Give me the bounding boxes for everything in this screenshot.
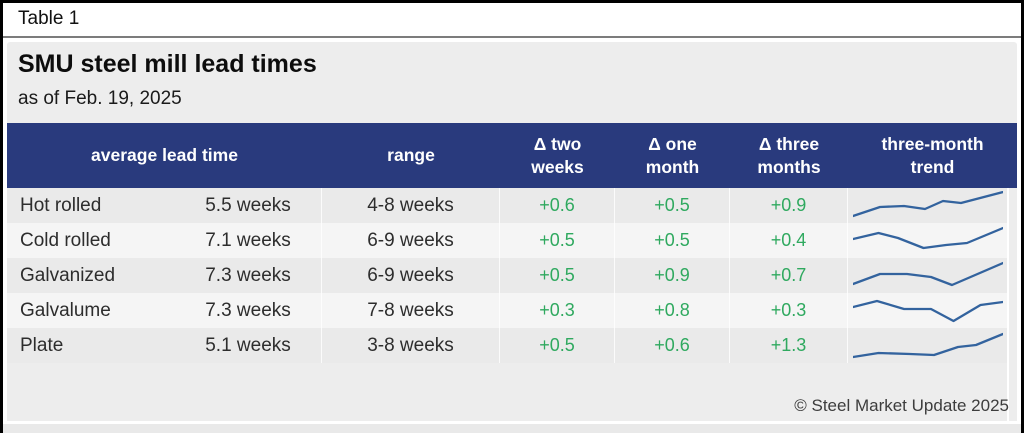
delta-one-month-value: +0.5 bbox=[615, 223, 730, 258]
trend-sparkline bbox=[848, 188, 1007, 223]
range-value: 4-8 weeks bbox=[322, 188, 500, 223]
col-header-average-lead-time: average lead time bbox=[91, 145, 238, 166]
delta-one-month-value: +0.8 bbox=[615, 293, 730, 328]
bottom-strip bbox=[3, 424, 1021, 433]
range-value: 6-9 weeks bbox=[322, 223, 500, 258]
range-value: 7-8 weeks bbox=[322, 293, 500, 328]
table-number-label: Table 1 bbox=[18, 8, 80, 29]
range-value: 3-8 weeks bbox=[322, 328, 500, 363]
delta-one-month-value: +0.6 bbox=[615, 328, 730, 363]
table-row-galvalume: Galvalume 7.3 weeks 7-8 weeks +0.3 +0.8 … bbox=[7, 293, 1007, 328]
trend-sparkline bbox=[848, 293, 1007, 328]
delta-three-months-value: +0.3 bbox=[730, 293, 848, 328]
product-name: Cold rolled bbox=[20, 229, 111, 251]
avg-lead-time-value: 5.1 weeks bbox=[175, 328, 322, 363]
card-title: SMU steel mill lead times bbox=[18, 50, 317, 78]
avg-lead-time-value: 5.5 weeks bbox=[175, 188, 322, 223]
table-row-hot-rolled: Hot rolled 5.5 weeks 4-8 weeks +0.6 +0.5… bbox=[7, 188, 1007, 223]
table-right-edge-line bbox=[1007, 188, 1009, 421]
card-subtitle: as of Feb. 19, 2025 bbox=[18, 88, 182, 109]
avg-lead-time-value: 7.3 weeks bbox=[175, 258, 322, 293]
product-name: Plate bbox=[20, 334, 64, 356]
delta-one-month-value: +0.9 bbox=[615, 258, 730, 293]
delta-three-months-value: +0.4 bbox=[730, 223, 848, 258]
col-header-delta-one-month: Δ one month bbox=[645, 133, 700, 177]
delta-three-months-value: +1.3 bbox=[730, 328, 848, 363]
product-name: Galvanized bbox=[20, 264, 116, 286]
delta-two-weeks-value: +0.5 bbox=[500, 328, 615, 363]
table-row-plate: Plate 5.1 weeks 3-8 weeks +0.5 +0.6 +1.3 bbox=[7, 328, 1007, 363]
col-header-three-month-trend: three-month trend bbox=[881, 133, 984, 177]
delta-three-months-value: +0.9 bbox=[730, 188, 848, 223]
col-header-delta-two-weeks: Δ two weeks bbox=[531, 133, 584, 177]
col-header-range: range bbox=[387, 145, 435, 166]
header-divider-rule bbox=[3, 36, 1021, 38]
col-header-delta-three-months: Δ three months bbox=[757, 133, 821, 177]
product-name: Galvalume bbox=[20, 299, 111, 321]
trend-sparkline bbox=[848, 328, 1007, 363]
table-header-row: average lead time range Δ two weeks Δ on… bbox=[7, 123, 1017, 188]
avg-lead-time-value: 7.1 weeks bbox=[175, 223, 322, 258]
lead-times-card: SMU steel mill lead times as of Feb. 19,… bbox=[7, 42, 1017, 424]
table-body: Hot rolled 5.5 weeks 4-8 weeks +0.6 +0.5… bbox=[7, 188, 1007, 363]
trend-sparkline bbox=[848, 258, 1007, 293]
avg-lead-time-value: 7.3 weeks bbox=[175, 293, 322, 328]
delta-two-weeks-value: +0.5 bbox=[500, 258, 615, 293]
delta-two-weeks-value: +0.5 bbox=[500, 223, 615, 258]
delta-two-weeks-value: +0.3 bbox=[500, 293, 615, 328]
trend-sparkline bbox=[848, 223, 1007, 258]
delta-one-month-value: +0.5 bbox=[615, 188, 730, 223]
product-name: Hot rolled bbox=[20, 194, 102, 216]
table-row-galvanized: Galvanized 7.3 weeks 6-9 weeks +0.5 +0.9… bbox=[7, 258, 1007, 293]
range-value: 6-9 weeks bbox=[322, 258, 500, 293]
table-row-cold-rolled: Cold rolled 7.1 weeks 6-9 weeks +0.5 +0.… bbox=[7, 223, 1007, 258]
copyright-text: © Steel Market Update 2025 bbox=[794, 396, 1009, 415]
delta-two-weeks-value: +0.6 bbox=[500, 188, 615, 223]
delta-three-months-value: +0.7 bbox=[730, 258, 848, 293]
